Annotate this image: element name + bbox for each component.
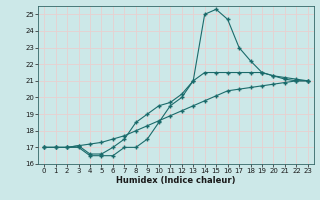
- X-axis label: Humidex (Indice chaleur): Humidex (Indice chaleur): [116, 176, 236, 185]
